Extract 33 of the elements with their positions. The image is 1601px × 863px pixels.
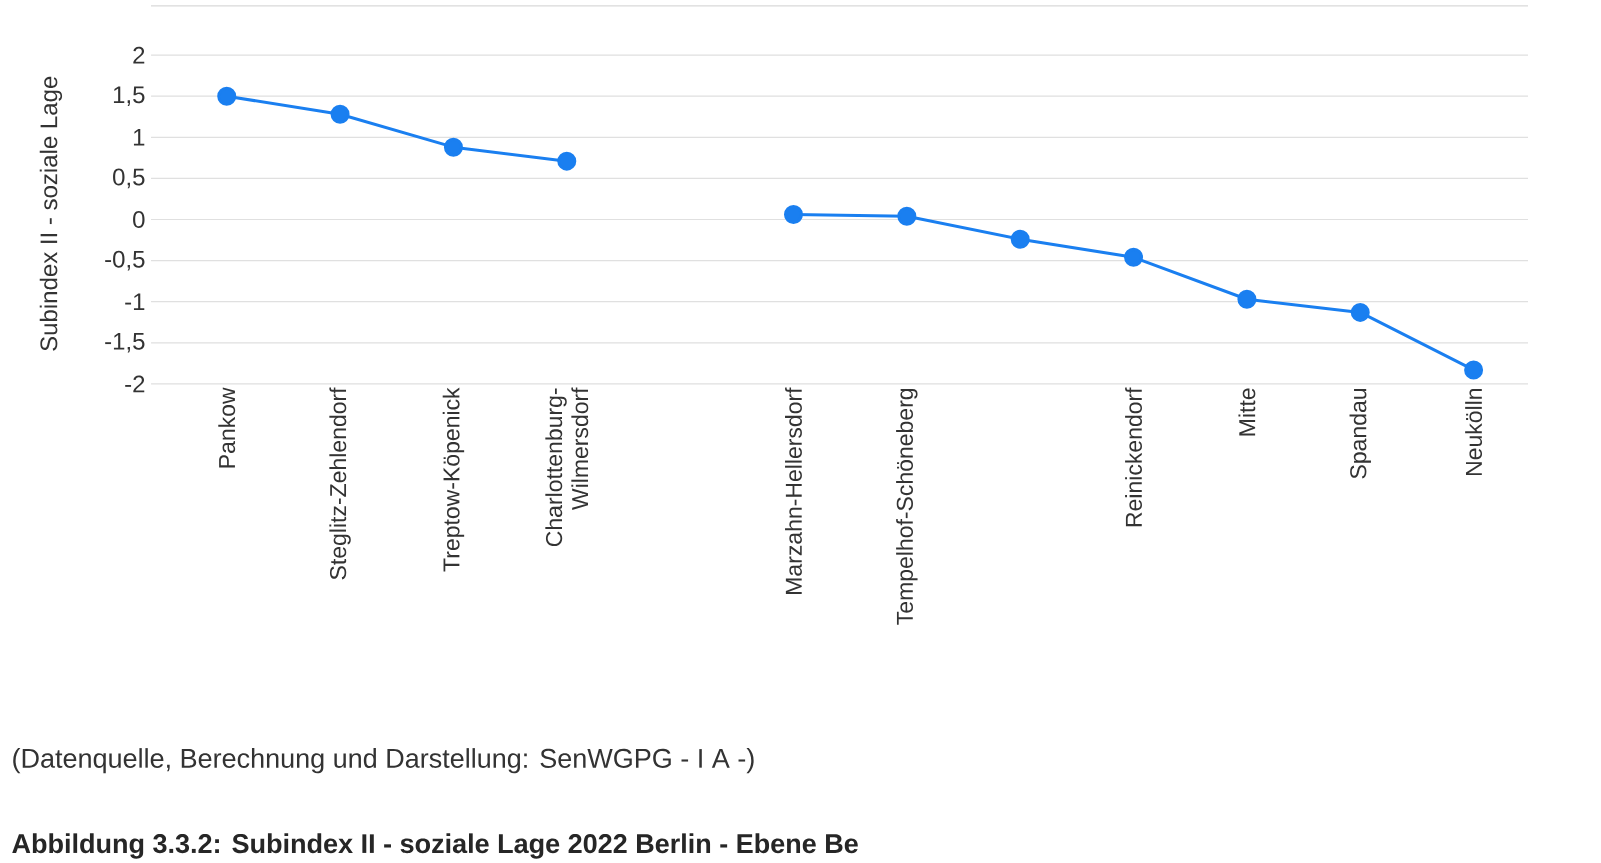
y-tick-label: 0 xyxy=(133,211,145,229)
point xyxy=(443,137,463,157)
point xyxy=(217,86,237,106)
point xyxy=(557,151,577,171)
point xyxy=(1237,289,1257,309)
point xyxy=(1010,229,1030,249)
point xyxy=(783,205,803,225)
x-tick-label: Steglitz-Zehlendorf xyxy=(329,387,351,580)
x-tick-label: Treptow-Köpenick xyxy=(442,387,465,572)
y-tick-label: -1 xyxy=(125,293,145,310)
y-axis-title: Subindex II - soziale Lage xyxy=(39,76,63,351)
y-tick-label: -2 xyxy=(125,375,145,393)
y-tick-label: 1 xyxy=(133,129,145,146)
point xyxy=(1350,302,1370,322)
y-tick-label: -0,5 xyxy=(105,250,145,271)
y-tick-label: -1,5 xyxy=(105,333,145,353)
x-tick-label: Reinickendorf xyxy=(1125,387,1142,527)
y-tick-label: 1,5 xyxy=(113,86,145,107)
y-tick-label: 0,5 xyxy=(113,168,145,189)
y-tick-label: 2 xyxy=(133,46,145,64)
x-tick-label: Tempelhof-Schöneberg xyxy=(896,388,918,625)
x-tick-label: Marzahn-Hellersdorf xyxy=(785,387,802,594)
point xyxy=(897,206,917,226)
point xyxy=(1124,247,1144,267)
x-tick-label: Mitte xyxy=(1238,388,1256,436)
x-tick-label: Charlottenburg-Wilmersdorf xyxy=(545,387,589,547)
point xyxy=(330,104,350,124)
point xyxy=(1464,360,1484,380)
text: Abbildung 3.3.2: Subindex II - soziale Lage 2022 Berlin - Ebene Be xyxy=(12,833,858,859)
x-tick-label: Pankow xyxy=(218,387,236,468)
x-tick-label: Spandau xyxy=(1349,388,1371,479)
text: (Datenquelle, Berechnung und Darstellung: SenWGPG - I A -) xyxy=(13,748,754,774)
x-tick-label: Neukölln xyxy=(1465,388,1483,476)
